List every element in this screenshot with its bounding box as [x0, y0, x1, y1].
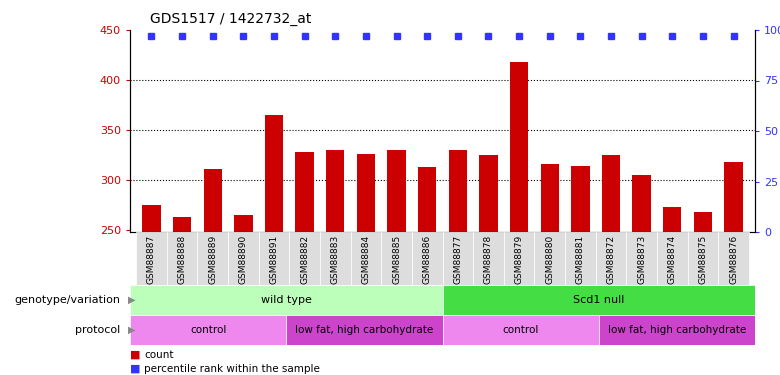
Bar — [136, 232, 167, 285]
Bar — [259, 232, 289, 285]
Bar — [412, 232, 442, 285]
Text: GSM88883: GSM88883 — [331, 235, 340, 284]
Bar — [534, 232, 565, 285]
Bar — [442, 315, 599, 345]
Bar — [602, 155, 620, 232]
Bar — [289, 232, 320, 285]
Bar — [381, 232, 412, 285]
Text: low fat, high carbohydrate: low fat, high carbohydrate — [296, 325, 434, 335]
Text: count: count — [144, 350, 173, 360]
Bar — [320, 232, 350, 285]
Text: GSM88877: GSM88877 — [453, 235, 463, 284]
Text: low fat, high carbohydrate: low fat, high carbohydrate — [608, 325, 746, 335]
Bar — [286, 315, 442, 345]
Bar — [418, 167, 436, 232]
Bar — [541, 164, 559, 232]
Bar — [442, 285, 755, 315]
Bar — [142, 205, 161, 232]
Text: protocol: protocol — [75, 325, 120, 335]
Bar — [356, 154, 375, 232]
Bar — [633, 175, 651, 232]
Bar — [448, 150, 467, 232]
Bar — [657, 232, 688, 285]
Text: GSM88882: GSM88882 — [300, 235, 309, 284]
Text: GSM88886: GSM88886 — [423, 235, 431, 284]
Text: GSM88875: GSM88875 — [698, 235, 707, 284]
Text: GSM88878: GSM88878 — [484, 235, 493, 284]
Bar — [663, 207, 682, 232]
Bar — [204, 169, 222, 232]
Bar — [596, 232, 626, 285]
Bar — [693, 212, 712, 232]
Text: GSM88873: GSM88873 — [637, 235, 646, 284]
Text: GSM88891: GSM88891 — [270, 235, 278, 284]
Bar — [388, 150, 406, 232]
Bar — [234, 215, 253, 232]
Bar — [718, 232, 749, 285]
Text: GSM88872: GSM88872 — [607, 235, 615, 284]
Bar — [565, 232, 596, 285]
Text: ■: ■ — [130, 364, 140, 374]
Text: Scd1 null: Scd1 null — [573, 295, 625, 305]
Text: control: control — [502, 325, 539, 335]
Bar — [473, 232, 504, 285]
Text: GSM88876: GSM88876 — [729, 235, 738, 284]
Bar — [264, 115, 283, 232]
Text: ▶: ▶ — [128, 295, 136, 305]
Bar — [228, 232, 259, 285]
Bar — [571, 166, 590, 232]
Bar — [688, 232, 718, 285]
Text: GSM88889: GSM88889 — [208, 235, 217, 284]
Text: control: control — [190, 325, 226, 335]
Text: ▶: ▶ — [128, 325, 136, 335]
Text: GSM88880: GSM88880 — [545, 235, 555, 284]
Bar — [167, 232, 197, 285]
Bar — [173, 217, 191, 232]
Bar — [442, 232, 473, 285]
Bar — [350, 232, 381, 285]
Bar — [510, 62, 528, 232]
Text: GSM88884: GSM88884 — [361, 235, 370, 284]
Bar — [326, 150, 345, 232]
Text: wild type: wild type — [261, 295, 312, 305]
Bar — [130, 285, 442, 315]
Text: GSM88885: GSM88885 — [392, 235, 401, 284]
Text: ■: ■ — [130, 350, 140, 360]
Bar — [296, 152, 314, 232]
Text: GDS1517 / 1422732_at: GDS1517 / 1422732_at — [150, 12, 311, 26]
Text: percentile rank within the sample: percentile rank within the sample — [144, 364, 320, 374]
Text: GSM88890: GSM88890 — [239, 235, 248, 284]
Text: genotype/variation: genotype/variation — [14, 295, 120, 305]
Text: GSM88887: GSM88887 — [147, 235, 156, 284]
Text: GSM88879: GSM88879 — [515, 235, 523, 284]
Bar — [599, 315, 755, 345]
Text: GSM88888: GSM88888 — [178, 235, 186, 284]
Bar — [130, 315, 286, 345]
Bar — [725, 162, 743, 232]
Bar — [197, 232, 228, 285]
Bar — [626, 232, 657, 285]
Bar — [479, 155, 498, 232]
Text: GSM88881: GSM88881 — [576, 235, 585, 284]
Bar — [504, 232, 534, 285]
Text: GSM88874: GSM88874 — [668, 235, 677, 284]
